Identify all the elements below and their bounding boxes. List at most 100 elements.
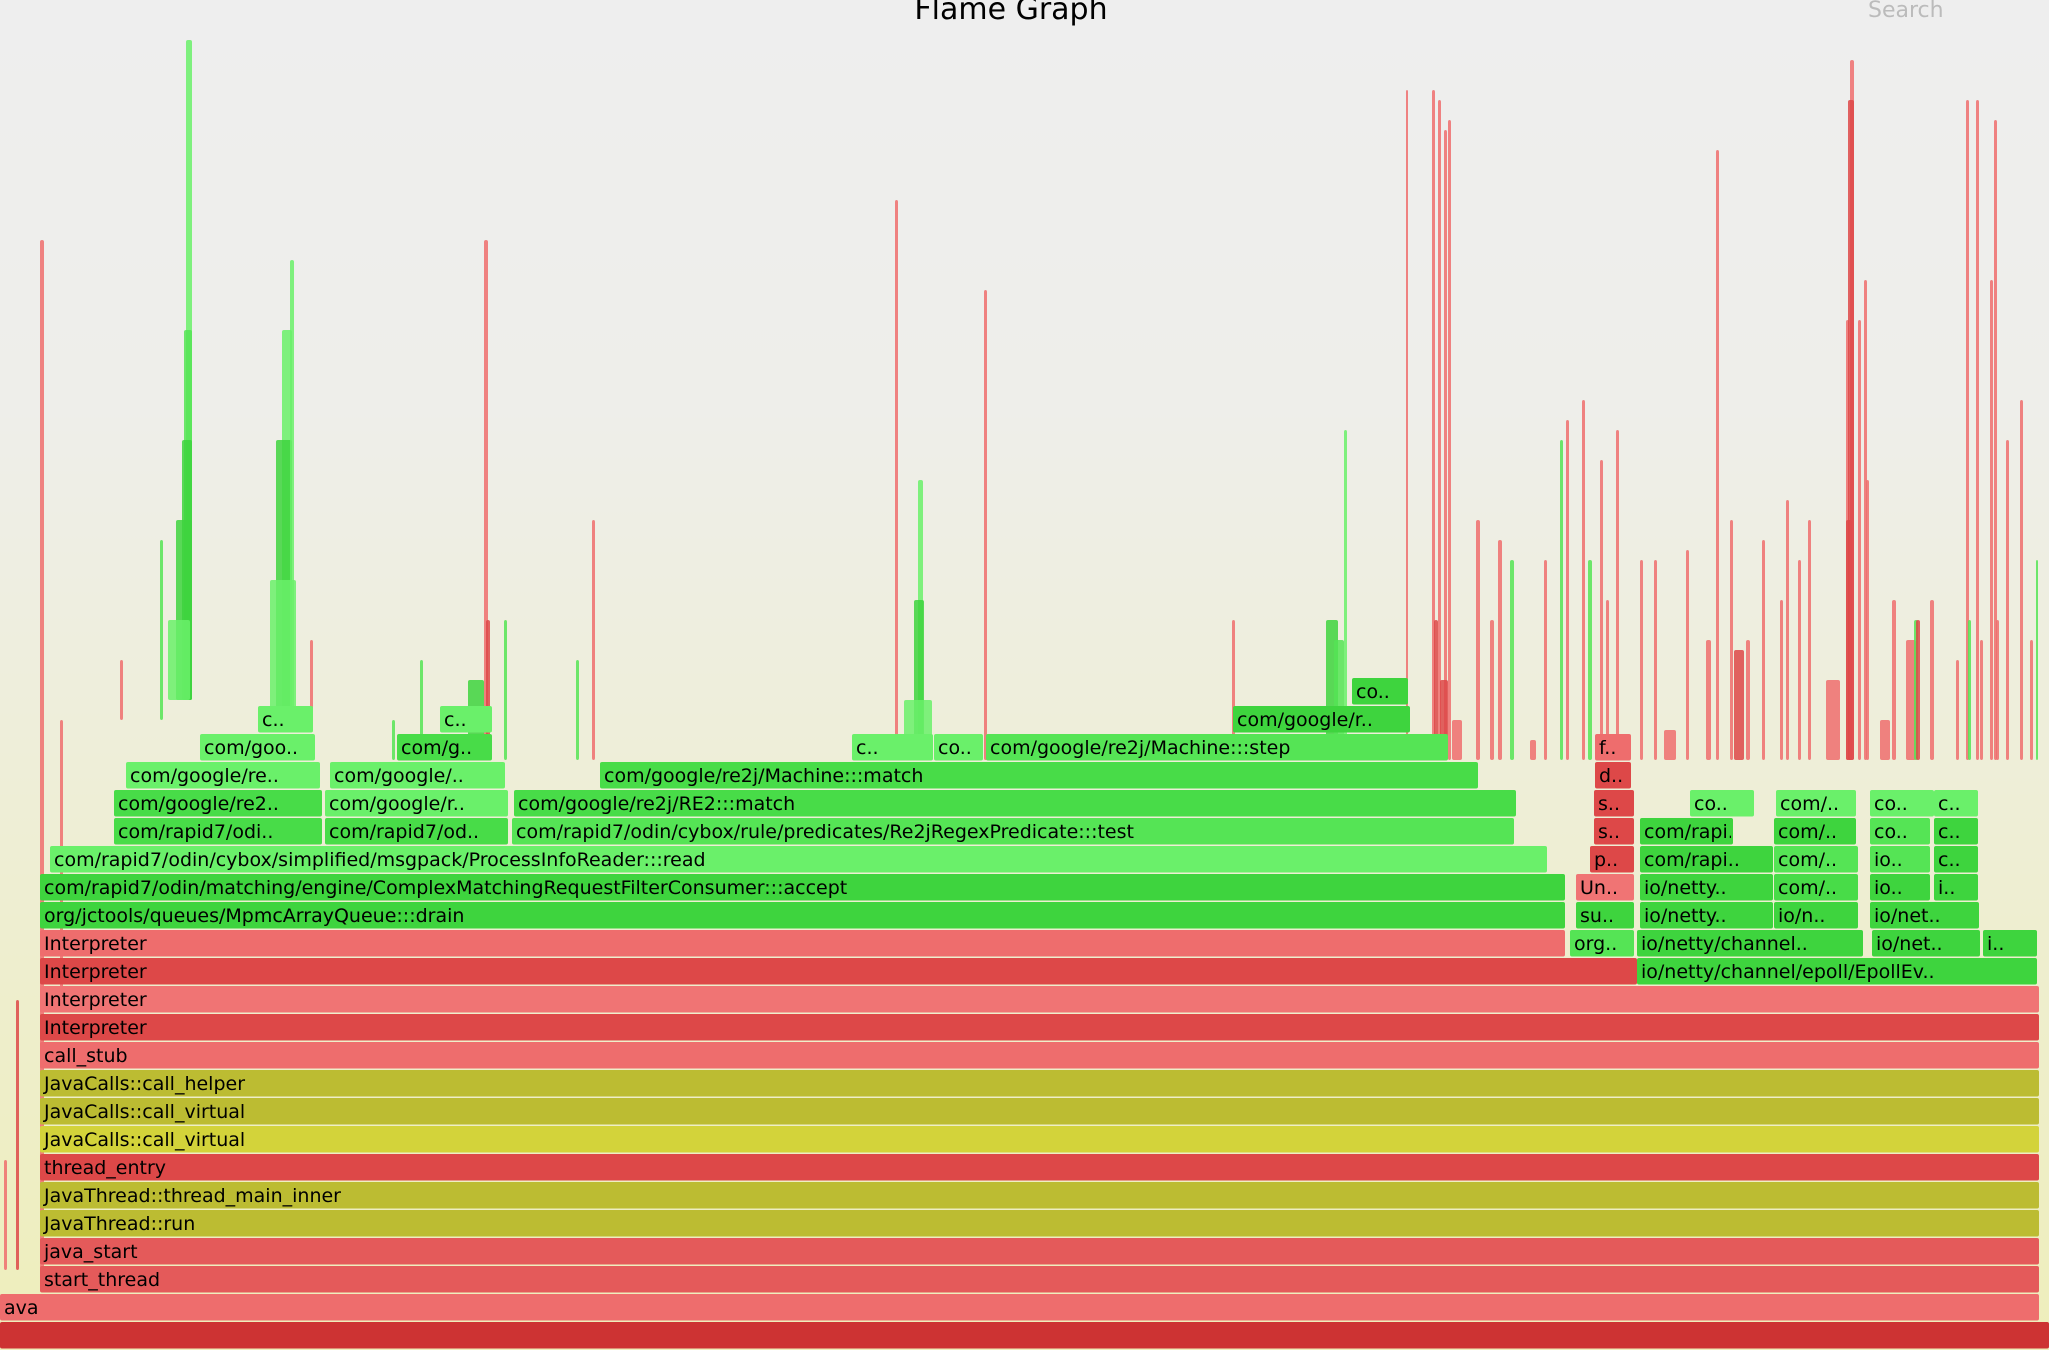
frame[interactable]: co.. [1870, 818, 1930, 845]
frame-rect[interactable] [40, 1210, 2039, 1237]
frame-rect[interactable] [1934, 846, 1978, 873]
frame[interactable]: com/google/re2j/RE2:::match [514, 790, 1516, 817]
frame[interactable]: c.. [1934, 818, 1978, 845]
frame-rect[interactable] [40, 902, 1565, 929]
frame[interactable]: io.. [1870, 846, 1930, 873]
frame[interactable]: JavaThread::run [40, 1210, 2039, 1237]
frame-rect[interactable] [1576, 874, 1634, 901]
frame-rect[interactable] [1640, 818, 1733, 845]
frame[interactable]: Interpreter [40, 1014, 2039, 1041]
frame[interactable]: c.. [1934, 790, 1978, 817]
frame[interactable]: s.. [1594, 790, 1634, 817]
frame-rect[interactable] [114, 818, 322, 845]
frame-rect[interactable] [1637, 958, 2037, 985]
frame[interactable]: io.. [1870, 874, 1930, 901]
frame-rect[interactable] [330, 762, 505, 789]
frame-rect[interactable] [40, 958, 1637, 985]
frame[interactable]: io/netty/channel.. [1637, 930, 1863, 957]
frame[interactable]: c.. [258, 706, 313, 733]
frame[interactable]: com/google/re2j/Machine:::step [986, 734, 1448, 761]
frame[interactable]: com/rapid7/odin/cybox/rule/predicates/Re… [512, 818, 1514, 845]
frame-rect[interactable] [1776, 790, 1856, 817]
frame[interactable]: com/google/re.. [126, 762, 320, 789]
frame-rect[interactable] [1870, 846, 1930, 873]
frame[interactable]: io/n.. [1774, 902, 1858, 929]
frame-rect[interactable] [1594, 818, 1634, 845]
frame[interactable]: org.. [1570, 930, 1634, 957]
frame-rect[interactable] [50, 846, 1547, 873]
frame[interactable] [0, 1322, 2049, 1349]
frame[interactable]: f.. [1595, 734, 1631, 761]
frame[interactable]: Interpreter [40, 958, 1637, 985]
frame-rect[interactable] [1870, 818, 1930, 845]
frame-rect[interactable] [0, 1294, 2039, 1321]
frame[interactable]: com/google/re2j/Machine:::match [600, 762, 1478, 789]
frame[interactable]: com/.. [1774, 818, 1856, 845]
frame-rect[interactable] [1774, 874, 1858, 901]
frame[interactable]: com/rapi.. [1640, 818, 1740, 845]
frame[interactable]: su.. [1576, 902, 1634, 929]
frame-rect[interactable] [325, 818, 508, 845]
frame[interactable]: i.. [1934, 874, 1978, 901]
frame-rect[interactable] [40, 1238, 2039, 1265]
frame-rect[interactable] [1637, 930, 1863, 957]
frame-rect[interactable] [600, 762, 1478, 789]
frame-rect[interactable] [852, 734, 933, 761]
frame[interactable]: JavaCalls::call_virtual [40, 1126, 2039, 1153]
frame[interactable]: ava [0, 1294, 2039, 1321]
frame[interactable]: JavaThread::thread_main_inner [40, 1182, 2039, 1209]
frame[interactable]: com/rapid7/odi.. [114, 818, 322, 845]
frame-rect[interactable] [40, 1070, 2039, 1097]
frame-rect[interactable] [1640, 902, 1773, 929]
frame-rect[interactable] [1594, 790, 1634, 817]
frame-rect[interactable] [40, 1098, 2039, 1125]
frame-rect[interactable] [1774, 902, 1858, 929]
frame[interactable]: com/rapi.. [1640, 846, 1773, 873]
frame[interactable]: c.. [440, 706, 492, 733]
frame[interactable]: io/net.. [1872, 930, 1980, 957]
frame[interactable]: com/google/re2.. [114, 790, 322, 817]
frame-rect[interactable] [1934, 818, 1978, 845]
frame[interactable]: com/.. [1774, 874, 1858, 901]
frame-rect[interactable] [40, 874, 1565, 901]
frame[interactable]: c.. [1934, 846, 1978, 873]
frame-rect[interactable] [397, 734, 492, 761]
frame-rect[interactable] [1352, 678, 1408, 705]
frame[interactable]: co.. [934, 734, 983, 761]
search-button[interactable]: Search [1868, 0, 1944, 23]
frame-rect[interactable] [126, 762, 320, 789]
frame-rect[interactable] [1590, 846, 1634, 873]
frame-rect[interactable] [40, 1182, 2039, 1209]
frame[interactable]: io/net.. [1870, 902, 1979, 929]
frame[interactable]: Interpreter [40, 986, 2039, 1013]
frame[interactable]: com/google/.. [330, 762, 505, 789]
frame-rect[interactable] [114, 790, 322, 817]
frame[interactable]: org/jctools/queues/MpmcArrayQueue:::drai… [40, 902, 1565, 929]
frame-rect[interactable] [1233, 706, 1410, 733]
frame-rect[interactable] [1934, 790, 1978, 817]
frame-rect[interactable] [1872, 930, 1980, 957]
frame[interactable]: com/rapid7/od.. [325, 818, 508, 845]
frame-rect[interactable] [1870, 902, 1979, 929]
frame-rect[interactable] [1640, 846, 1773, 873]
frame[interactable]: io/netty/channel/epoll/EpollEv.. [1637, 958, 2037, 985]
frame[interactable]: JavaCalls::call_helper [40, 1070, 2039, 1097]
frame-rect[interactable] [934, 734, 983, 761]
frame[interactable]: i.. [1983, 930, 2037, 957]
frame-rect[interactable] [1774, 818, 1856, 845]
frame[interactable]: io/netty.. [1640, 902, 1773, 929]
frame[interactable]: com/.. [1776, 790, 1856, 817]
frame-rect[interactable] [440, 706, 492, 733]
frame[interactable]: com/rapid7/odin/cybox/simplified/msgpack… [50, 846, 1547, 873]
frame-rect[interactable] [1595, 734, 1631, 761]
frame[interactable]: d.. [1595, 762, 1631, 789]
frame-rect[interactable] [258, 706, 313, 733]
frame[interactable]: call_stub [40, 1042, 2039, 1069]
frame-rect[interactable] [512, 818, 1514, 845]
frame-rect[interactable] [514, 790, 1516, 817]
frame[interactable]: p.. [1590, 846, 1634, 873]
frame[interactable]: JavaCalls::call_virtual [40, 1098, 2039, 1125]
frame[interactable]: co.. [1352, 678, 1408, 705]
frame-rect[interactable] [1570, 930, 1634, 957]
frame-rect[interactable] [200, 734, 315, 761]
